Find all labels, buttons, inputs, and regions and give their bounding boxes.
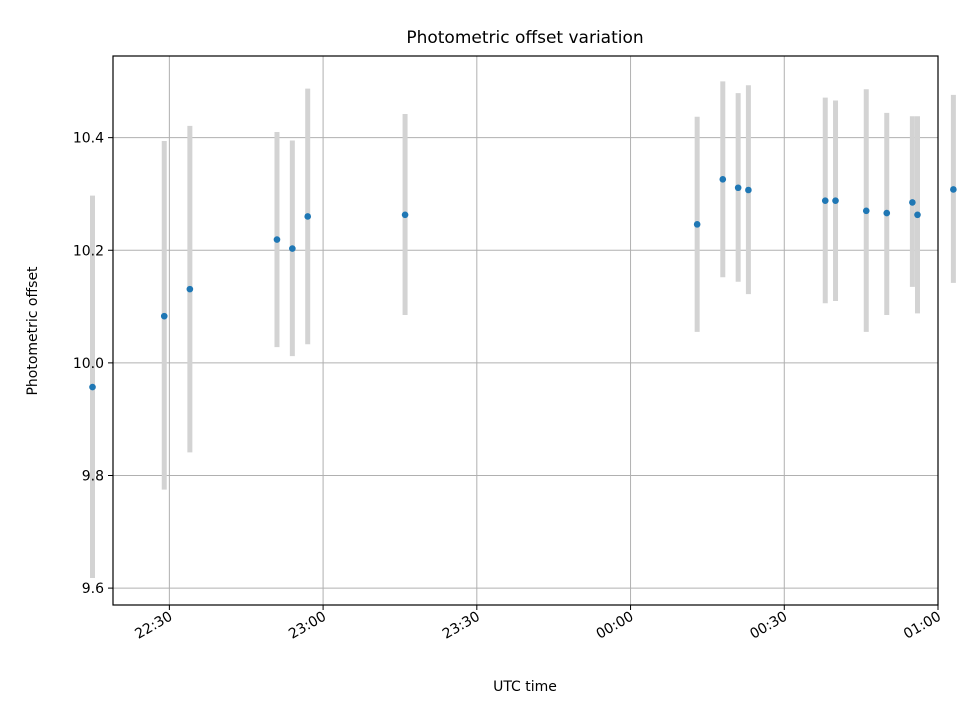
- data-point: [160, 312, 168, 320]
- data-point: [862, 207, 870, 215]
- data-point: [734, 184, 742, 192]
- data-point: [745, 186, 752, 194]
- data-point: [693, 221, 701, 228]
- data-point: [289, 245, 296, 252]
- x-tick-label: 22:30: [132, 609, 175, 643]
- data-points: [89, 176, 957, 391]
- data-point: [719, 176, 727, 183]
- y-axis: 9.6 9.8 10.0 10.2 10.4: [73, 131, 113, 597]
- x-tick-label: 00:30: [747, 609, 790, 643]
- data-point: [883, 209, 891, 217]
- data-point: [401, 211, 409, 219]
- data-point: [89, 383, 96, 391]
- y-axis-label: Photometric offset: [25, 266, 41, 396]
- error-bars: [90, 81, 956, 578]
- y-tick-label: 9.6: [82, 581, 104, 597]
- data-point: [304, 213, 312, 220]
- data-point: [273, 236, 281, 243]
- y-tick-label: 10.4: [73, 131, 104, 147]
- x-tick-label: 23:30: [440, 609, 483, 643]
- y-tick-label: 9.8: [82, 468, 104, 484]
- x-tick-label: 00:00: [594, 609, 637, 643]
- grid: [113, 56, 939, 605]
- x-tick-label: 23:00: [286, 609, 329, 643]
- y-tick-label: 10.2: [73, 243, 104, 259]
- y-tick-label: 10.0: [73, 356, 104, 372]
- x-tick-label: 01:00: [901, 609, 944, 643]
- plot-frame: [112, 55, 939, 606]
- data-point: [821, 197, 829, 205]
- x-axis-label: UTC time: [493, 679, 557, 695]
- data-point: [832, 197, 839, 205]
- data-point: [950, 186, 957, 193]
- chart-title: Photometric offset variation: [406, 28, 643, 48]
- data-point: [914, 211, 921, 219]
- data-point: [909, 199, 916, 206]
- data-point: [186, 285, 194, 293]
